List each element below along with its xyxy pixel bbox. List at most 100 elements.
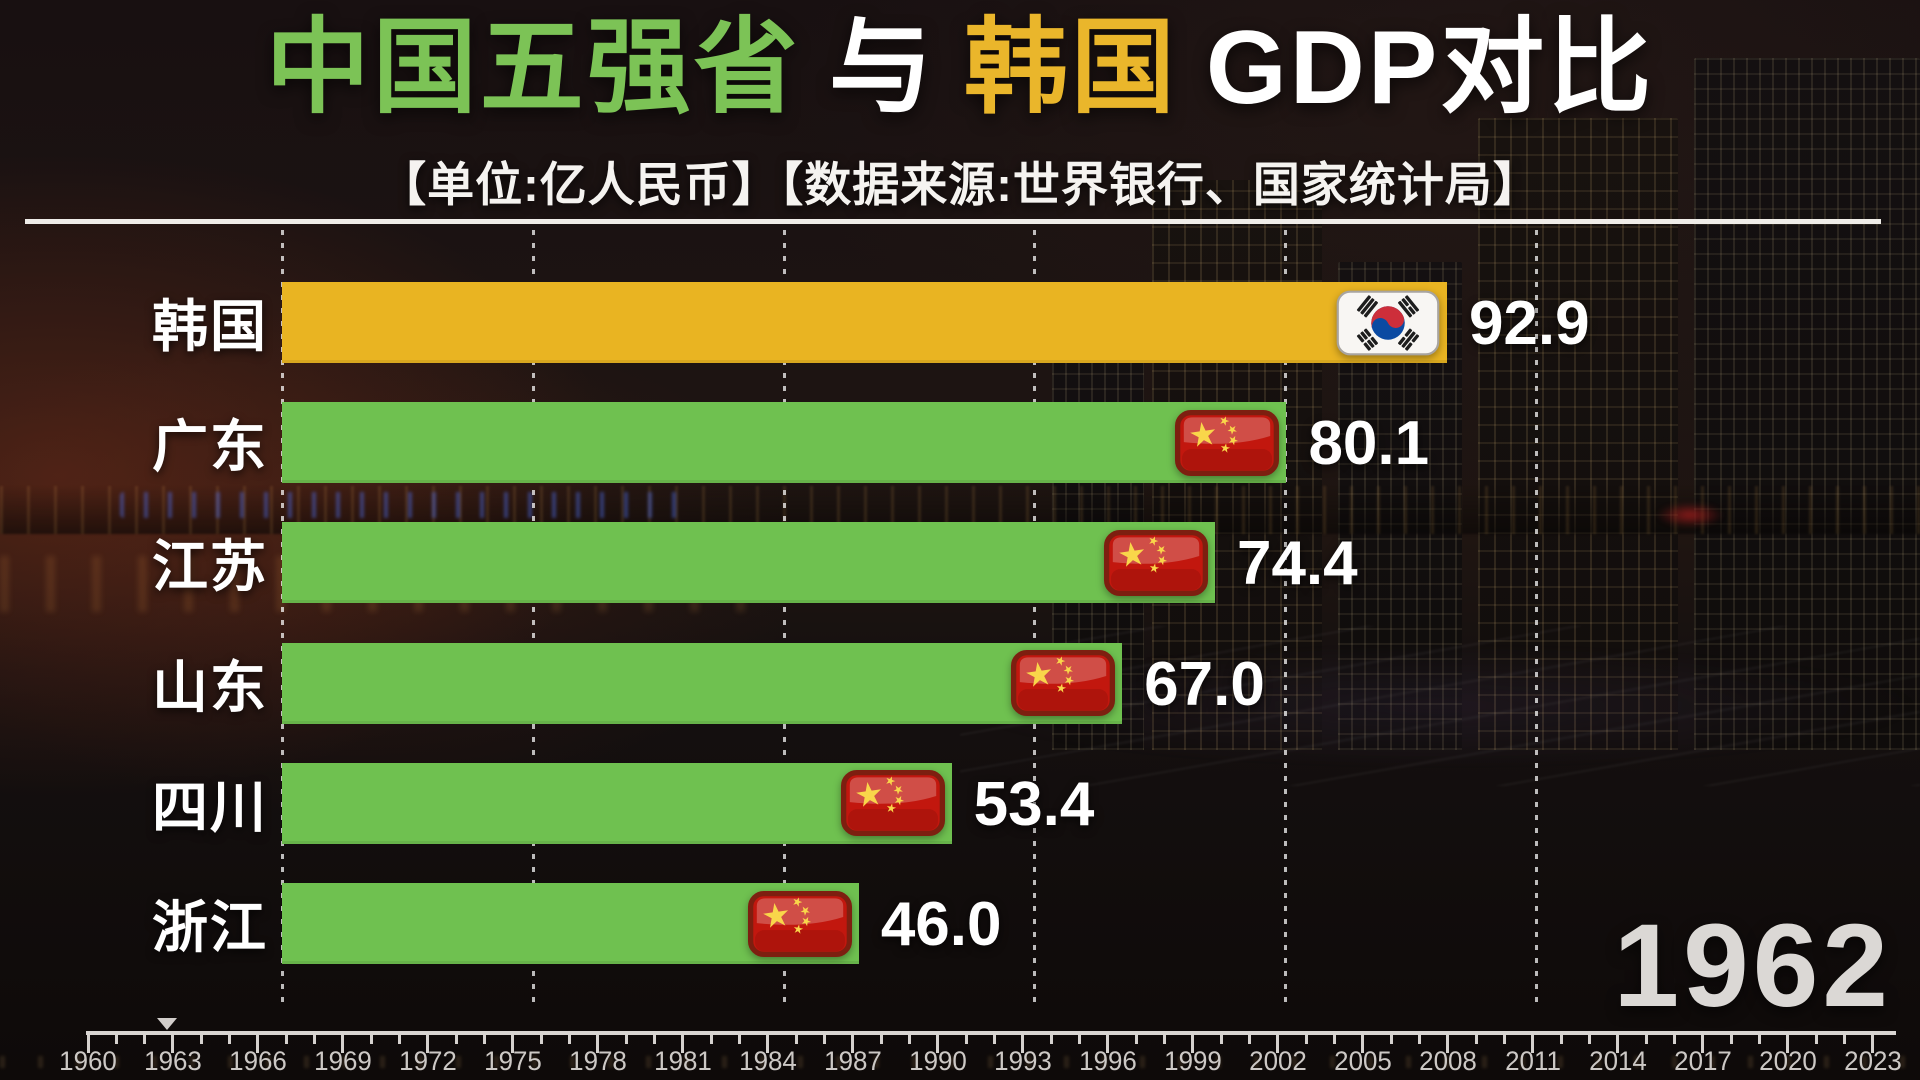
timeline-tick (766, 1035, 770, 1053)
timeline-year-label: 2008 (1418, 1046, 1477, 1076)
title-part: 韩国 (963, 10, 1178, 126)
background-bridge-lights (120, 492, 680, 518)
timeline-tick (1248, 1035, 1252, 1044)
timeline-tick (1276, 1035, 1280, 1053)
timeline-tick (1729, 1035, 1733, 1044)
bar-category-label: 浙江 (152, 896, 268, 959)
title-part: 与 (828, 10, 936, 126)
bar-value-label: 80.1 (1308, 409, 1430, 479)
timeline-tick (879, 1035, 883, 1044)
timeline-tick (1644, 1035, 1648, 1044)
timeline-axis (86, 1031, 1896, 1035)
timeline-year-label: 1987 (824, 1046, 882, 1076)
timeline-tick (596, 1035, 600, 1053)
timeline-tick (143, 1035, 147, 1044)
timeline-year-label: 2011 (1504, 1046, 1561, 1076)
bar (282, 762, 952, 844)
timeline-year-label: 1981 (654, 1046, 712, 1076)
subtitle: 【单位:亿人民币】【数据来源:世界银行、国家统计局】 (379, 158, 1541, 211)
timeline-tick (171, 1035, 175, 1053)
gridline (1033, 230, 1037, 1008)
timeline-tick (1418, 1035, 1421, 1044)
timeline-year-label: 1963 (144, 1046, 202, 1076)
background-red-sign (1648, 500, 1732, 530)
timeline-tick (483, 1035, 487, 1044)
timeline-tick (1672, 1035, 1676, 1044)
timeline-tick (993, 1035, 997, 1044)
bar-category-label: 四川 (152, 775, 268, 839)
timeline-tick (908, 1035, 912, 1044)
header-divider (25, 219, 1881, 224)
timeline-tick (1389, 1035, 1393, 1044)
timeline-tick (653, 1035, 657, 1044)
bar-value-label: 46.0 (880, 890, 1002, 959)
timeline-tick (1106, 1035, 1110, 1053)
timeline-year-label: 2023 (1843, 1046, 1902, 1076)
gridline (281, 230, 284, 1008)
bar (282, 402, 1287, 484)
bar-value-label: 67.0 (1144, 649, 1265, 719)
bar (282, 282, 1447, 363)
timeline-tick (1786, 1035, 1790, 1053)
timeline-tick (1814, 1035, 1818, 1044)
gridline (1535, 230, 1538, 1008)
timeline-tick (1078, 1035, 1082, 1044)
timeline-tick (256, 1035, 260, 1053)
timeline-tick (454, 1035, 458, 1044)
timeline-year-label: 2020 (1758, 1046, 1817, 1076)
timeline-year-label: 1969 (314, 1046, 372, 1076)
timeline-tick (114, 1035, 118, 1044)
timeline-year-label: 2014 (1588, 1046, 1647, 1076)
timeline-tick (539, 1035, 543, 1044)
current-year: 1962 (1613, 900, 1892, 1032)
timeline-tick (1021, 1035, 1025, 1053)
timeline-tick (1757, 1035, 1761, 1044)
timeline-tick (341, 1035, 345, 1053)
timeline-tick (1191, 1035, 1195, 1053)
timeline-year-label: 2005 (1333, 1046, 1392, 1076)
bar-value-label: 92.9 (1468, 289, 1590, 358)
timeline-tick (1531, 1035, 1535, 1053)
timeline-tick (964, 1035, 968, 1044)
gridline (531, 230, 535, 1008)
timeline-year-label: 2002 (1249, 1046, 1307, 1076)
bar (282, 883, 859, 964)
timeline-tick (709, 1035, 713, 1044)
timeline-tick (1474, 1035, 1478, 1044)
timeline-tick (936, 1035, 940, 1053)
timeline-year-label: 2017 (1673, 1046, 1732, 1076)
timeline-year-label: 1999 (1164, 1046, 1222, 1076)
bar-category-label: 山东 (152, 655, 268, 719)
gridline (1284, 230, 1288, 1008)
timeline-tick (1559, 1035, 1563, 1044)
timeline-tick (1049, 1035, 1053, 1044)
china-flag-icon (1009, 650, 1117, 717)
timeline-tick (1871, 1035, 1875, 1053)
bar-category-label: 韩国 (152, 295, 268, 358)
china-flag-icon (746, 890, 854, 957)
timeline-tick (1219, 1035, 1223, 1044)
timeline-tick (1587, 1035, 1591, 1044)
timeline-tick (284, 1035, 288, 1044)
timeline-tick (624, 1035, 628, 1044)
timeline-year-label: 1993 (994, 1046, 1052, 1076)
timeline-tick (568, 1035, 572, 1044)
timeline-tick (1333, 1035, 1337, 1044)
timeline-tick (1304, 1035, 1308, 1044)
china-flag-icon (1102, 529, 1210, 596)
timeline-tick (1616, 1035, 1620, 1053)
bar (282, 522, 1215, 604)
timeline-tick (313, 1035, 317, 1044)
page-title: 中国五强省与韩国 GDP对比 (0, 10, 1920, 126)
timeline-year-label: 1975 (484, 1046, 542, 1076)
title-part: GDP对比 (1205, 10, 1655, 126)
timeline-tick (228, 1035, 232, 1044)
timeline-tick (738, 1035, 742, 1044)
bar (282, 642, 1123, 724)
timeline-year-label: 1966 (229, 1046, 287, 1076)
timeline-tick (681, 1035, 685, 1053)
bar-value-label: 53.4 (973, 769, 1095, 839)
timeline-tick (851, 1035, 855, 1053)
timeline-tick (426, 1035, 430, 1053)
